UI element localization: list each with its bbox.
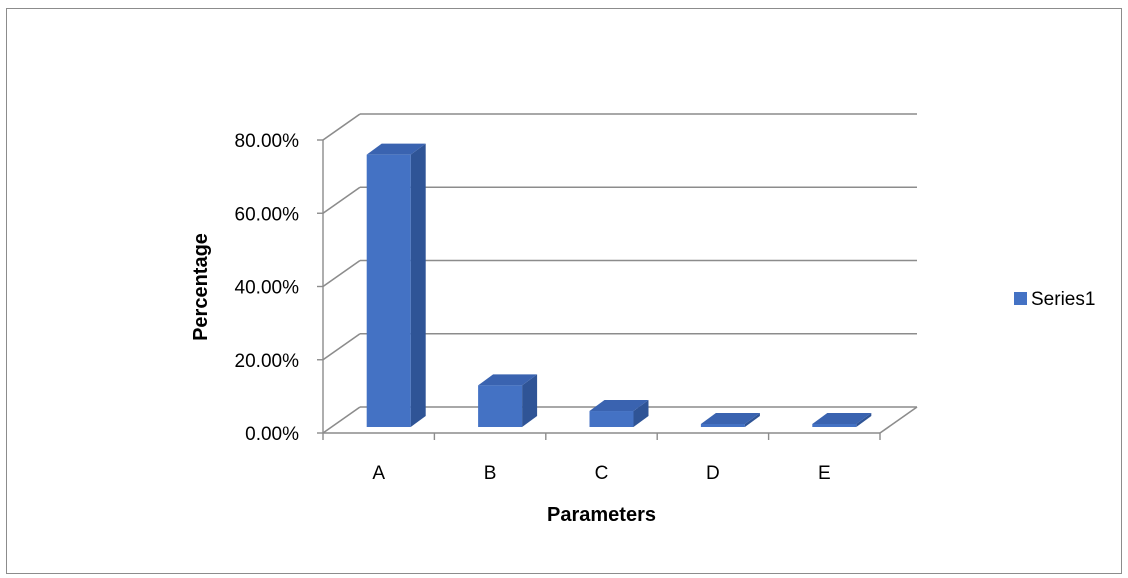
- bar-a: [366, 143, 426, 427]
- bar-top: [812, 413, 872, 424]
- y-tick-label: 80.00%: [235, 131, 300, 152]
- bar-top: [366, 143, 426, 155]
- y-tick-labels: 0.00% 20.00% 40.00% 60.00% 80.00%: [235, 131, 300, 445]
- bar-side: [522, 374, 538, 427]
- bar-d: [700, 413, 760, 427]
- bar-top: [589, 400, 649, 412]
- legend-label: Series1: [1031, 289, 1095, 310]
- y-axis-title: Percentage: [190, 233, 212, 341]
- gridline-depth-1: [322, 333, 361, 361]
- bar-front: [589, 411, 634, 427]
- bar-front: [700, 424, 745, 427]
- gridlines: [322, 113, 918, 434]
- gridline-depth-4: [322, 113, 361, 141]
- bar-front: [478, 385, 523, 427]
- bar-top: [700, 413, 760, 424]
- bar-e: [812, 413, 872, 427]
- x-tick-label: A: [372, 463, 385, 484]
- axes: [317, 139, 881, 440]
- bar-top: [478, 374, 538, 386]
- x-tick-label: C: [595, 463, 609, 484]
- bar-b: [478, 374, 538, 427]
- floor-right-edge: [879, 406, 918, 434]
- y-tick-label: 20.00%: [235, 351, 300, 372]
- x-tick-label: D: [706, 463, 720, 484]
- x-tick-label: B: [484, 463, 497, 484]
- legend: Series1: [1014, 289, 1095, 310]
- bars: [366, 143, 872, 427]
- gridline-depth-0: [322, 406, 361, 434]
- bar-side: [410, 143, 426, 427]
- y-tick-label: 60.00%: [235, 204, 300, 225]
- y-tick-label: 0.00%: [245, 424, 299, 445]
- bar-front: [366, 154, 411, 427]
- chart-frame: [6, 8, 1122, 574]
- gridline-depth-2: [322, 259, 361, 288]
- gridline-depth-3: [322, 186, 361, 214]
- bar-side: [633, 400, 649, 427]
- bar-side: [856, 413, 872, 427]
- bar-c: [589, 400, 649, 427]
- bar-front: [812, 424, 857, 427]
- legend-swatch: [1014, 292, 1027, 305]
- x-tick-labels: A B C D E: [372, 463, 830, 484]
- bar-side: [744, 413, 760, 427]
- y-tick-label: 40.00%: [235, 278, 300, 299]
- x-tick-label: E: [818, 463, 831, 484]
- x-axis-title: Parameters: [547, 504, 656, 526]
